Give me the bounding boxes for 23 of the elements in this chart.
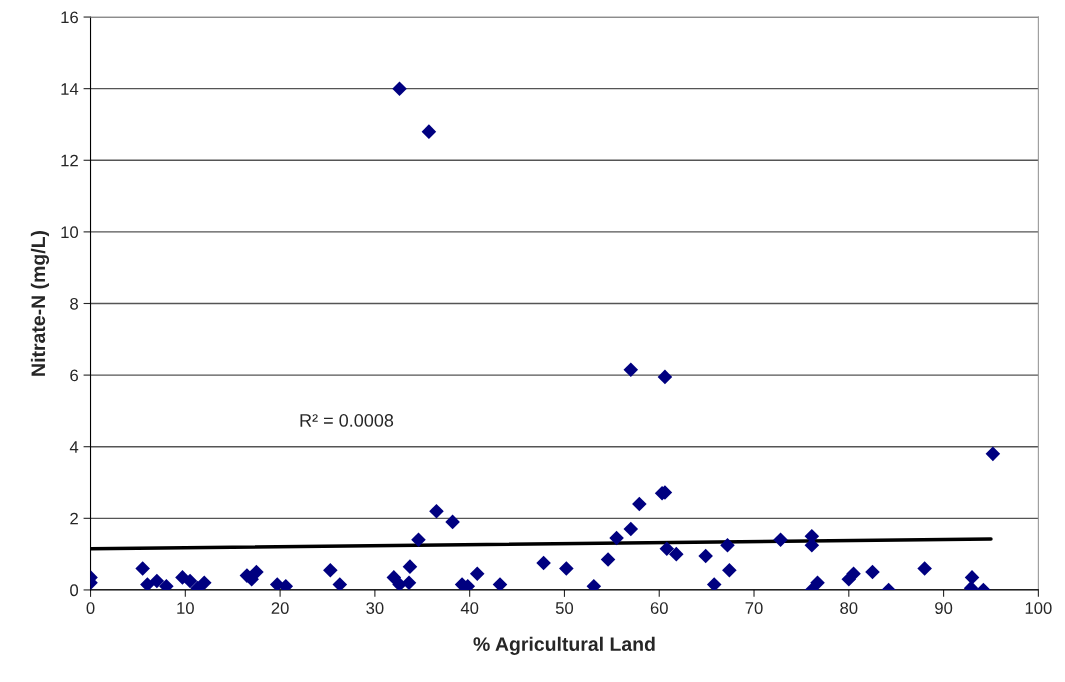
y-tick-label: 4 [69, 441, 79, 453]
y-tick-label: 6 [70, 369, 78, 382]
x-axis-title: % Agricultural Land [473, 636, 655, 655]
annotation: R² = 0.0008 [300, 414, 394, 427]
y-tick-label: 12 [61, 154, 78, 167]
y-tick-label: 2 [70, 512, 78, 525]
y-tick-label: 16 [61, 11, 78, 24]
x-tick-label: 20 [271, 602, 289, 614]
x-tick-label: 0 [86, 602, 95, 614]
x-tick-label: 40 [460, 602, 479, 614]
y-tick-label: 8 [70, 297, 78, 310]
x-tick-label: 70 [745, 602, 763, 614]
x-tick-label: 60 [650, 602, 668, 614]
x-tick-label: 80 [840, 602, 858, 614]
y-tick-label: 10 [61, 226, 79, 239]
x-tick-label: 50 [555, 602, 574, 614]
x-tick-label: 10 [177, 602, 194, 614]
x-tick-label: 90 [935, 602, 953, 614]
x-tick-label: 30 [366, 602, 384, 614]
y-tick-label: 0 [70, 584, 79, 597]
x-tick-label: 100 [1025, 602, 1052, 614]
y-tick-label: 14 [61, 83, 79, 95]
y-axis-title: Nitrate-N (mg/L) [30, 231, 50, 376]
